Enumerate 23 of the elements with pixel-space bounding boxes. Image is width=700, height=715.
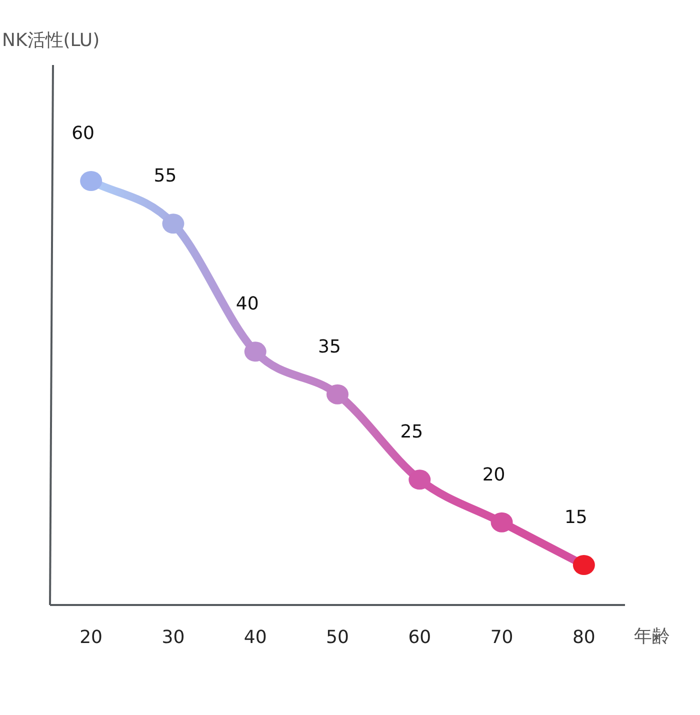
point [490,512,513,532]
point [162,214,184,234]
x-tick-label: 50 [326,627,349,648]
x-tick-label: 60 [408,627,432,648]
data-label: 55 [154,166,177,187]
point [572,555,595,575]
data-label: 20 [482,464,506,486]
x-tick-label: 40 [244,627,267,648]
x-tick-label: 80 [572,627,596,648]
data-label: 40 [236,294,259,315]
point [408,470,431,490]
data-label: 60 [72,123,95,144]
point [80,171,102,191]
point [326,384,348,404]
data-label: 35 [318,336,341,358]
point [244,342,266,362]
text: NK活性(LU) [2,30,100,51]
data-label: 15 [564,507,588,528]
x-axis-title: 年齢 [634,626,670,647]
x-tick-label: 30 [162,627,185,648]
x-tick-label: 70 [490,627,514,648]
x-tick-label: 20 [80,627,103,648]
data-label: 25 [400,422,424,443]
